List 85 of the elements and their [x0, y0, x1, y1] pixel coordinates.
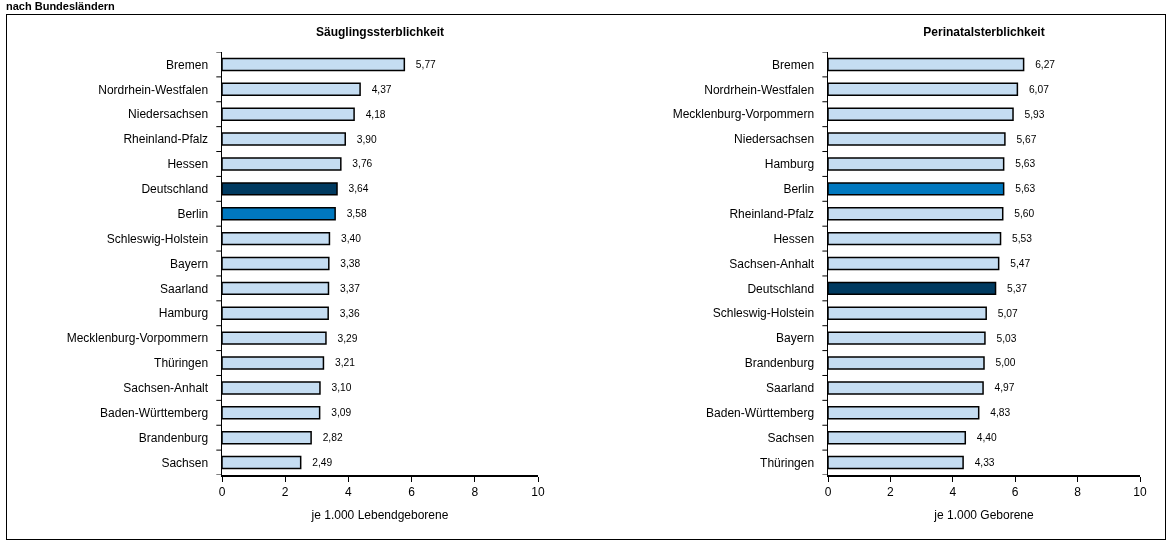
- data-label: 5,47: [1001, 257, 1031, 269]
- data-label: 2,49: [303, 456, 333, 468]
- data-label: 3,58: [338, 208, 367, 220]
- y-tick-label: Nordrhein-Westfalen: [98, 82, 209, 97]
- data-label: 5,60: [1005, 208, 1035, 220]
- data-label: 5,93: [1016, 108, 1045, 120]
- y-tick-label: Sachsen: [161, 455, 209, 470]
- x-tick-label: 2: [887, 484, 895, 499]
- x-tick-label: 8: [471, 484, 479, 499]
- data-label: 3,38: [331, 257, 361, 269]
- y-tick-label: Deutschland: [141, 182, 209, 197]
- y-tick-label: Mecklenburg-Vorpommern: [672, 107, 815, 122]
- x-tick-label: 10: [1133, 484, 1147, 499]
- x-tick-label: 4: [949, 484, 957, 499]
- x-tick-label: 6: [408, 484, 416, 499]
- data-label: 5,07: [989, 307, 1018, 319]
- data-label: 3,09: [322, 407, 352, 419]
- data-label: 6,07: [1020, 83, 1050, 95]
- y-tick-label: Deutschland: [747, 281, 815, 296]
- y-tick-label: Brandenburg: [744, 356, 815, 371]
- data-label: 5,63: [1006, 183, 1036, 195]
- data-label: 5,03: [987, 332, 1017, 344]
- data-label: 3,37: [331, 282, 361, 294]
- data-label: 5,67: [1007, 133, 1037, 145]
- y-tick-label: Bremen: [772, 57, 815, 72]
- data-label: 5,77: [407, 58, 437, 70]
- y-tick-label: Thüringen: [760, 455, 815, 470]
- data-label: 5,00: [987, 357, 1016, 369]
- data-label: 3,21: [326, 357, 356, 369]
- y-tick-label: Saarland: [766, 381, 815, 396]
- y-tick-label: Baden-Württemberg: [706, 405, 815, 420]
- y-tick-label: Hessen: [167, 157, 209, 172]
- x-tick-label: 6: [1011, 484, 1019, 499]
- data-label: 3,64: [340, 183, 369, 195]
- y-tick-label: Sachsen-Anhalt: [729, 256, 815, 271]
- y-tick-label: Rheinland-Pfalz: [729, 206, 815, 221]
- y-tick-label: Saarland: [160, 281, 209, 296]
- data-label: 3,36: [331, 307, 360, 319]
- y-tick-label: Hamburg: [764, 157, 815, 172]
- data-label: 5,63: [1006, 158, 1036, 170]
- data-label: 2,82: [314, 432, 343, 444]
- data-label: 5,53: [1003, 233, 1033, 245]
- data-label: 4,33: [966, 456, 995, 468]
- x-tick-label: 8: [1074, 484, 1082, 499]
- data-label: 3,76: [343, 158, 373, 170]
- chart-title: Säuglingssterblichkeit: [315, 25, 445, 40]
- y-tick-label: Baden-Württemberg: [100, 405, 209, 420]
- data-label: 3,90: [348, 133, 377, 145]
- y-tick-label: Sachsen: [767, 430, 815, 445]
- y-tick-label: Schleswig-Holstein: [712, 306, 815, 321]
- data-label: 3,10: [322, 382, 352, 394]
- y-tick-label: Bayern: [776, 331, 815, 346]
- data-label: 4,37: [363, 83, 392, 95]
- y-tick-label: Hessen: [773, 231, 815, 246]
- y-tick-label: Bayern: [170, 256, 209, 271]
- chart-title: Perinatalsterblichkeit: [923, 25, 1045, 40]
- y-tick-label: Brandenburg: [138, 430, 209, 445]
- x-tick-label: 10: [531, 484, 545, 499]
- data-label: 4,40: [968, 432, 998, 444]
- y-tick-label: Niedersachsen: [128, 107, 209, 122]
- y-tick-label: Berlin: [177, 206, 209, 221]
- y-tick-label: Nordrhein-Westfalen: [704, 82, 815, 97]
- data-label: 3,40: [332, 233, 362, 245]
- y-tick-label: Hamburg: [158, 306, 209, 321]
- y-tick-label: Berlin: [783, 182, 815, 197]
- x-tick-label: 2: [281, 484, 289, 499]
- y-tick-label: Bremen: [166, 57, 209, 72]
- data-label: 4,18: [357, 108, 386, 120]
- y-tick-label: Sachsen-Anhalt: [123, 381, 209, 396]
- y-tick-label: Thüringen: [154, 356, 209, 371]
- x-tick-label: 0: [824, 484, 832, 499]
- data-label: 4,97: [986, 382, 1015, 394]
- data-label: 6,27: [1026, 58, 1056, 70]
- y-tick-label: Niedersachsen: [734, 132, 815, 147]
- x-axis-title: je 1.000 Geborene: [933, 507, 1035, 522]
- y-tick-label: Schleswig-Holstein: [106, 231, 209, 246]
- text: nach Bundesländern: [6, 0, 115, 12]
- x-axis-title: je 1.000 Lebendgeborene: [310, 507, 449, 522]
- data-label: 3,29: [328, 332, 358, 344]
- y-tick-label: Rheinland-Pfalz: [123, 132, 209, 147]
- data-label: 4,83: [981, 407, 1011, 419]
- y-tick-label: Mecklenburg-Vorpommern: [66, 331, 209, 346]
- x-tick-label: 4: [345, 484, 353, 499]
- x-tick-label: 0: [218, 484, 226, 499]
- data-label: 5,37: [998, 282, 1028, 294]
